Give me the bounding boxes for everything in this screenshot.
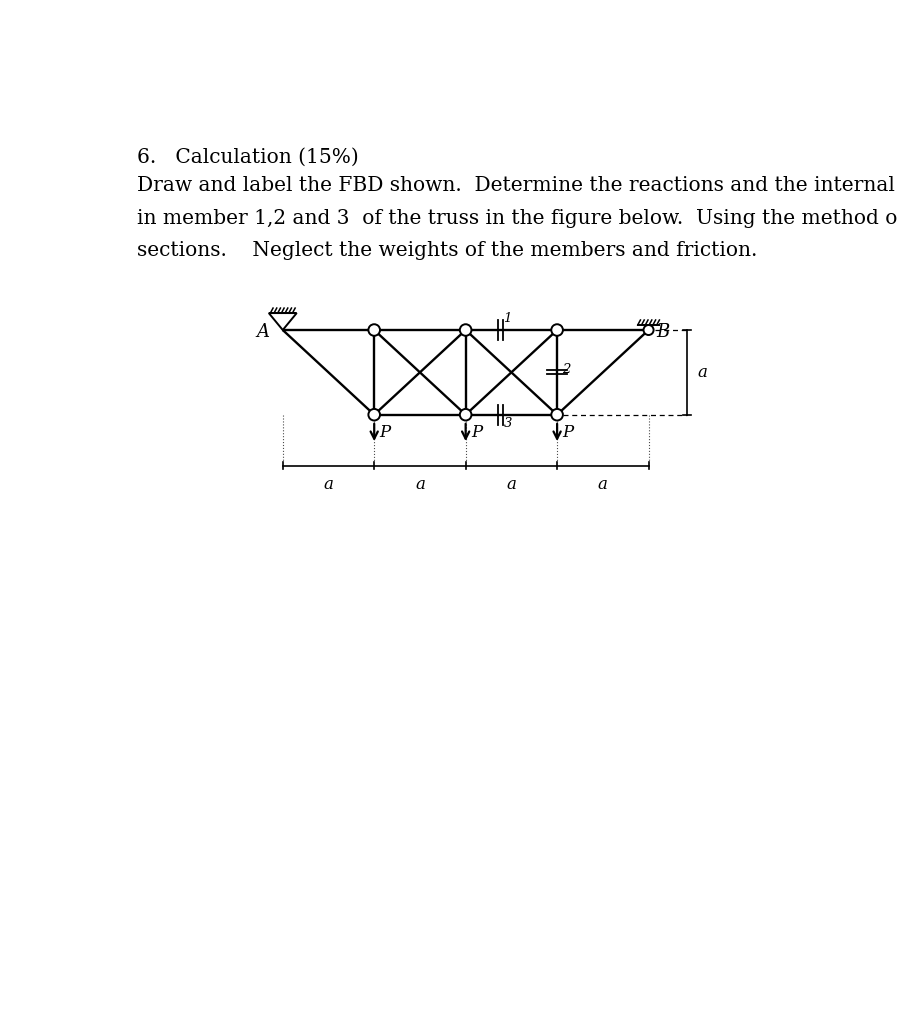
Text: Draw and label the FBD shown.  Determine the reactions and the internal forces: Draw and label the FBD shown. Determine … (137, 176, 898, 195)
Circle shape (460, 409, 471, 421)
Circle shape (368, 409, 380, 421)
Circle shape (644, 325, 654, 335)
Text: a: a (323, 475, 333, 493)
Circle shape (551, 409, 563, 421)
Text: A: A (257, 323, 269, 341)
Text: 3: 3 (504, 417, 512, 430)
Circle shape (551, 325, 563, 336)
Text: P: P (471, 424, 482, 441)
Text: B: B (656, 323, 670, 341)
Circle shape (368, 325, 380, 336)
Text: in member 1,2 and 3  of the truss in the figure below.  Using the method of: in member 1,2 and 3 of the truss in the … (137, 209, 898, 228)
Text: a: a (698, 364, 708, 381)
Text: P: P (562, 424, 574, 441)
Text: a: a (506, 475, 516, 493)
Text: a: a (598, 475, 608, 493)
Text: 1: 1 (504, 312, 512, 326)
Text: 6.   Calculation (15%): 6. Calculation (15%) (137, 147, 359, 167)
Text: P: P (380, 424, 391, 441)
Text: a: a (415, 475, 425, 493)
Circle shape (460, 325, 471, 336)
Text: 2: 2 (562, 362, 570, 376)
Text: sections.    Neglect the weights of the members and friction.: sections. Neglect the weights of the mem… (137, 242, 757, 260)
